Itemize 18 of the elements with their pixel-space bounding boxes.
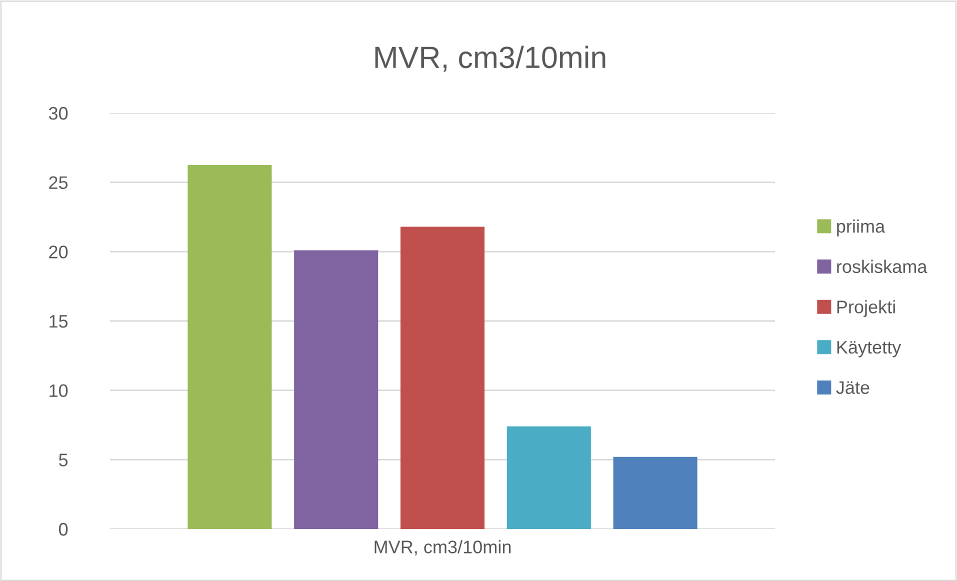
y-tick-label: 0 (59, 522, 68, 536)
bar (613, 456, 698, 529)
y-tick-label: 5 (59, 454, 68, 466)
y-tick-label: 15 (50, 315, 68, 328)
y-tick-label: 20 (49, 246, 68, 258)
y-tick-label: 25 (49, 176, 68, 190)
bar (506, 426, 591, 529)
chart-title: MVR, cm3/10min (375, 46, 606, 72)
legend-label: Projekti (837, 300, 895, 317)
bar (294, 250, 378, 529)
legend-label: Käytetty (837, 341, 902, 358)
y-tick-label: 10 (50, 384, 68, 398)
legend-label: roskiskama (837, 260, 928, 274)
y-tick-label: 30 (48, 106, 68, 120)
legend-label: priima (837, 220, 886, 236)
bar (188, 165, 272, 529)
legend-label: Jäte (836, 381, 870, 394)
bar (400, 226, 485, 529)
